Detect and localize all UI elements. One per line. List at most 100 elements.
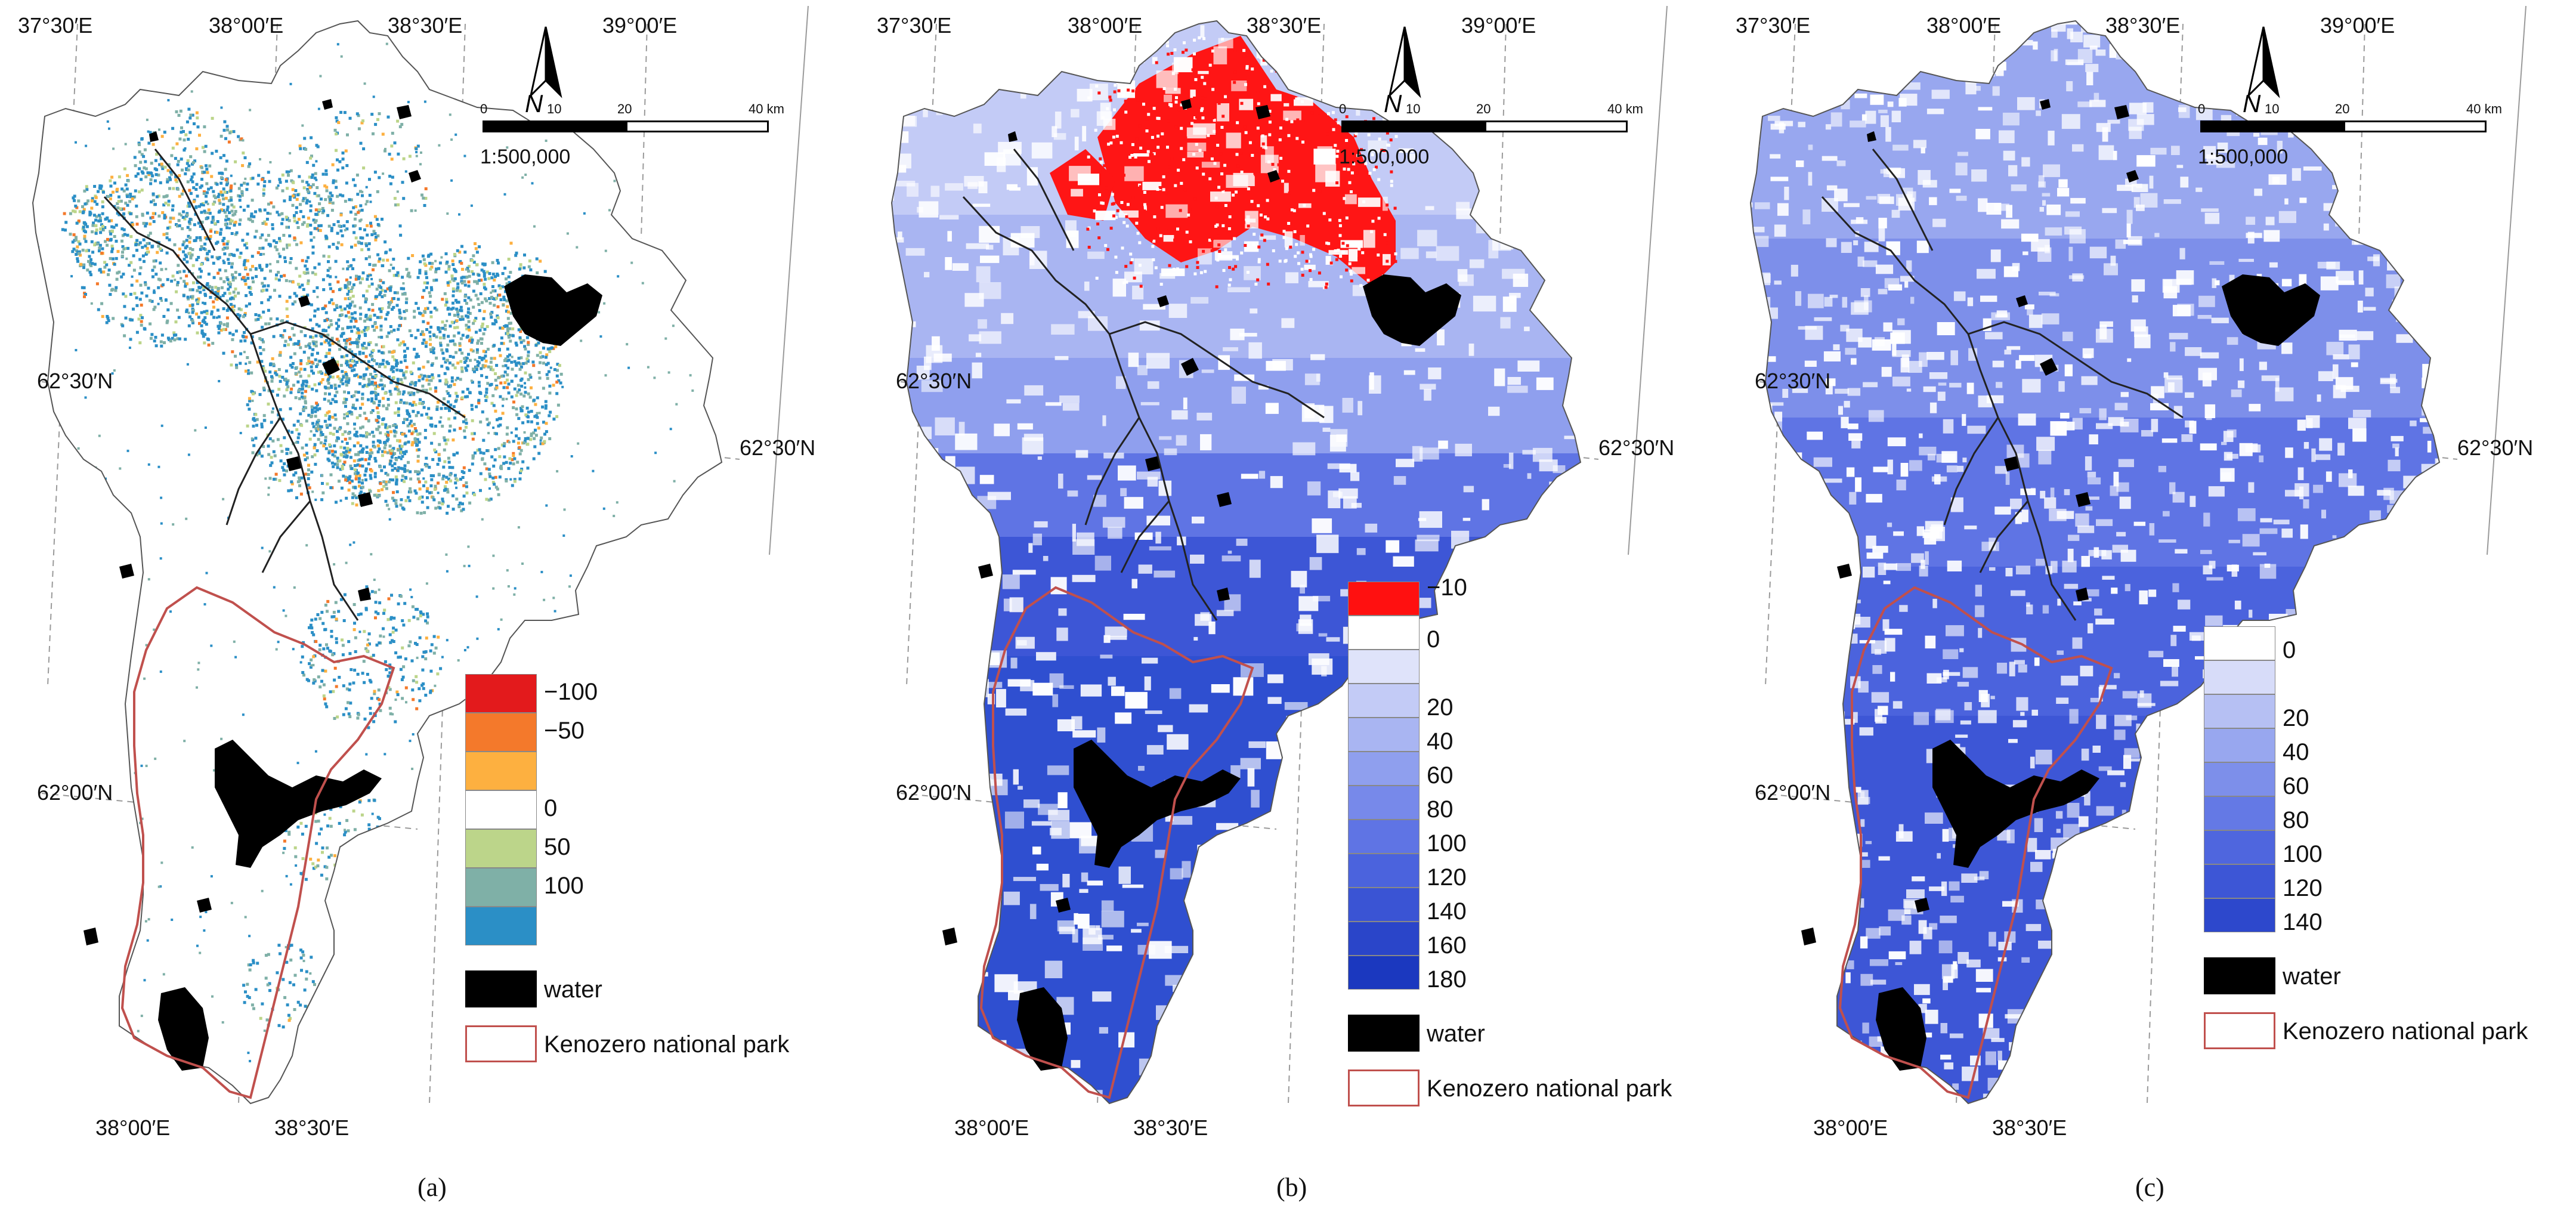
north-label: N	[525, 89, 543, 113]
lat-label-left: 62°30′N	[1755, 369, 1831, 393]
legend-park-swatch	[465, 1025, 537, 1062]
scale-bar-black	[1341, 120, 1485, 132]
lon-label-top: 38°00′E	[209, 13, 284, 38]
lat-label-left: 62°30′N	[37, 369, 113, 393]
lat-label-left: 62°00′N	[1755, 780, 1831, 805]
lat-label-right: 62°30′N	[1598, 435, 1675, 460]
legend-label: 100	[2283, 841, 2323, 867]
legend-label: 160	[1427, 932, 1467, 959]
region-boundary	[32, 20, 723, 1105]
map-panel-c: 37°30′E 38°00′E 38°30′E 39°00′E 38°00′E 38°30…	[1718, 0, 2576, 1221]
legend-swatch	[465, 674, 537, 713]
legend-park-label: Kenozero national park	[2283, 1018, 2528, 1044]
lon-label-top: 38°30′E	[2105, 13, 2181, 38]
legend-swatch	[465, 868, 537, 907]
lon-label-top: 38°30′E	[388, 13, 463, 38]
kenozero-park-boundary	[120, 586, 395, 1099]
legend-label: 180	[1427, 966, 1467, 993]
lon-label-bottom: 38°00′E	[1813, 1115, 1888, 1140]
legend-label: 0	[1427, 626, 1440, 653]
lon-label-top: 37°30′E	[877, 13, 952, 38]
scale-tick-label: 10	[1406, 101, 1421, 116]
legend-park-label: Kenozero national park	[544, 1031, 790, 1058]
legend-swatch	[1348, 718, 1420, 752]
north-arrow-icon: N	[2243, 26, 2280, 118]
legend-label: 100	[1427, 830, 1467, 857]
lon-label-top: 37°30′E	[1736, 13, 1811, 38]
region-boundary	[1749, 20, 2441, 1105]
legend-swatch	[1348, 854, 1420, 888]
lon-label-top: 39°00′E	[602, 13, 678, 38]
legend-park-label: Kenozero national park	[1427, 1075, 1672, 1102]
scale-bar: 0 10 20 40 km 1:500,000	[480, 101, 790, 173]
lon-label-top: 38°30′E	[1247, 13, 1322, 38]
legend-water-swatch	[465, 970, 537, 1007]
lat-label-right: 62°30′N	[740, 435, 816, 460]
north-arrow-icon: N	[1384, 26, 1421, 118]
legend-swatch	[465, 713, 537, 752]
legend-water-label: water	[544, 976, 602, 1003]
lon-label-top: 37°30′E	[18, 13, 93, 38]
lat-label-left: 62°00′N	[37, 780, 113, 805]
scale-bar-white	[1485, 120, 1628, 132]
scale-tick-label: 0	[480, 101, 488, 116]
lon-label-bottom: 38°30′E	[1992, 1115, 2067, 1140]
north-arrow: N	[1372, 24, 1437, 118]
legend-swatch	[1348, 650, 1420, 684]
legend-park-swatch	[2204, 1012, 2275, 1049]
map-panel-a: 37°30′E 38°00′E 38°30′E 39°00′E 38°00′E 38°30…	[0, 0, 859, 1221]
legend-swatch	[465, 752, 537, 790]
lat-label-left: 62°30′N	[896, 369, 972, 393]
lon-label-bottom: 38°30′E	[274, 1115, 350, 1140]
map-panel-b: 37°30′E 38°00′E 38°30′E 39°00′E 38°00′E 38°30…	[859, 0, 1718, 1221]
water-bodies	[942, 99, 1461, 1071]
lon-label-bottom: 38°00′E	[954, 1115, 1029, 1140]
legend-label: −10	[1427, 574, 1467, 601]
legend-park-swatch	[1348, 1069, 1420, 1106]
legend-swatch	[2204, 762, 2275, 796]
panel-caption: (a)	[418, 1173, 447, 1202]
lon-label-top: 39°00′E	[1461, 13, 1536, 38]
legend-swatch	[1348, 684, 1420, 718]
legend-label: 40	[2283, 739, 2309, 765]
legend-swatch	[2204, 796, 2275, 830]
lat-label-right: 62°30′N	[2457, 435, 2534, 460]
legend-swatch	[1348, 922, 1420, 956]
panel-caption: (b)	[1276, 1173, 1307, 1202]
lon-label-top: 38°00′E	[1068, 13, 1143, 38]
map-canvas	[890, 5, 1668, 1105]
scale-ratio: 1:500,000	[1339, 146, 1430, 168]
legend-label: 20	[1427, 694, 1454, 721]
map-canvas	[1749, 5, 2526, 1105]
lon-label-bottom: 38°30′E	[1133, 1115, 1208, 1140]
legend-label: 50	[544, 834, 571, 860]
lat-label-left: 62°00′N	[896, 780, 972, 805]
scale-tick-label: 20	[1476, 101, 1491, 116]
legend-label: 60	[2283, 773, 2309, 799]
scale-tick-label: 10	[547, 101, 562, 116]
legend-swatch	[1348, 888, 1420, 922]
legend-swatch	[2204, 864, 2275, 898]
scale-tick-label: 10	[2265, 101, 2280, 116]
scale-tick-label: 40 km	[1607, 101, 1643, 116]
scale-ratio: 1:500,000	[480, 146, 571, 168]
north-label: N	[1384, 89, 1402, 113]
water-bodies	[1801, 99, 2320, 1071]
water-bodies	[84, 99, 602, 1071]
legend-swatch	[2204, 626, 2275, 660]
legend-swatch	[2204, 898, 2275, 932]
legend-swatch	[1348, 786, 1420, 820]
kenozero-park-boundary	[1838, 586, 2113, 1099]
north-arrow: N	[513, 24, 579, 118]
legend-swatch	[1348, 820, 1420, 854]
legend-label: 0	[544, 795, 558, 821]
lon-label-top: 38°00′E	[1926, 13, 2002, 38]
legend-swatch	[465, 790, 537, 829]
legend-swatch	[465, 907, 537, 945]
legend-label: 140	[1427, 898, 1467, 925]
classified-raster	[892, 21, 1581, 1103]
legend-label: −100	[544, 679, 598, 705]
rivers	[962, 149, 1325, 621]
lon-label-bottom: 38°00′E	[95, 1115, 171, 1140]
legend-label: 100	[544, 873, 584, 899]
